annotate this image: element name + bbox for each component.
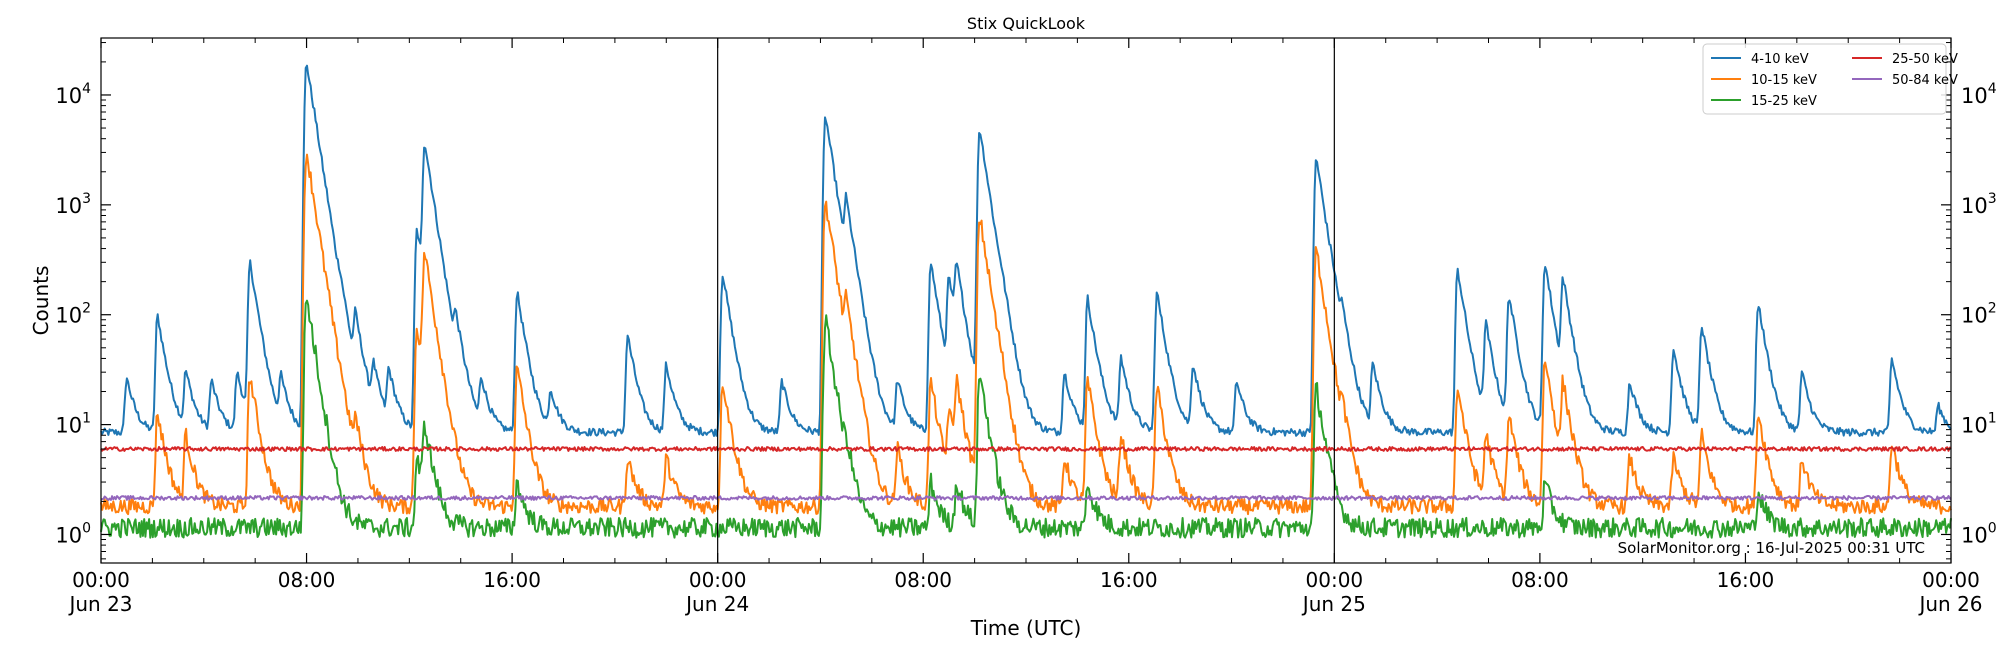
x-tick-label: 16:00 <box>1100 568 1158 592</box>
legend-box <box>1702 43 1947 115</box>
day-boundary-layer <box>717 38 1335 563</box>
series-line-15-25-kev <box>100 299 1952 539</box>
y-tick-label-right: 102 <box>1961 301 1997 328</box>
series-line-25-50-kev <box>100 446 1952 452</box>
x-tick-label: 16:00 <box>483 568 541 592</box>
legend-label: 4-10 keV <box>1751 52 1809 67</box>
x-tick-label: 16:00 <box>1717 568 1775 592</box>
x-tick-label: 00:00 <box>1306 568 1364 592</box>
y-axis-ticks: 100 100 101 101 102 102 103 103 104 104 <box>55 42 1997 560</box>
series-line-10-15-kev <box>100 153 1952 516</box>
y-tick-label-left: 100 <box>55 520 91 547</box>
x-tick-label: 00:00 <box>689 568 747 592</box>
legend-label: 15-25 keV <box>1751 94 1817 109</box>
footer-timestamp: SolarMonitor.org : 16-Jul-2025 00:31 UTC <box>1618 539 1925 557</box>
legend: 4-10 keV 10-15 keV 15-25 keV 25-50 keV 50-84… <box>1702 43 1958 115</box>
chart-title: Stix QuickLook <box>967 14 1086 33</box>
y-tick-label-right: 100 <box>1961 520 1997 547</box>
y-tick-label-left: 103 <box>55 191 91 218</box>
y-tick-label-right: 103 <box>1961 191 1997 218</box>
series-line-4-10-kev <box>100 64 1952 438</box>
legend-label: 10-15 keV <box>1751 73 1817 88</box>
x-tick-label: 08:00 <box>1511 568 1569 592</box>
x-tick-date-label: Jun 23 <box>67 592 132 616</box>
y-tick-label-left: 101 <box>55 411 91 438</box>
y-tick-label-right: 101 <box>1961 411 1997 438</box>
series-layer <box>100 64 1952 539</box>
y-tick-label-right: 104 <box>1961 81 1997 108</box>
x-tick-label: 08:00 <box>894 568 952 592</box>
x-axis-label: Time (UTC) <box>970 616 1082 640</box>
x-tick-date-label: Jun 26 <box>1917 592 1982 616</box>
y-axis-label: Counts <box>29 266 53 336</box>
x-tick-label: 00:00 <box>1922 568 1980 592</box>
legend-label: 25-50 keV <box>1892 52 1958 67</box>
x-tick-label: 08:00 <box>278 568 336 592</box>
x-tick-date-label: Jun 25 <box>1301 592 1366 616</box>
x-tick-label: 00:00 <box>72 568 130 592</box>
x-tick-date-label: Jun 24 <box>684 592 749 616</box>
y-tick-label-left: 102 <box>55 301 91 328</box>
legend-label: 50-84 keV <box>1892 73 1958 88</box>
series-line-50-84-kev <box>100 495 1952 501</box>
y-tick-label-left: 104 <box>55 81 91 108</box>
